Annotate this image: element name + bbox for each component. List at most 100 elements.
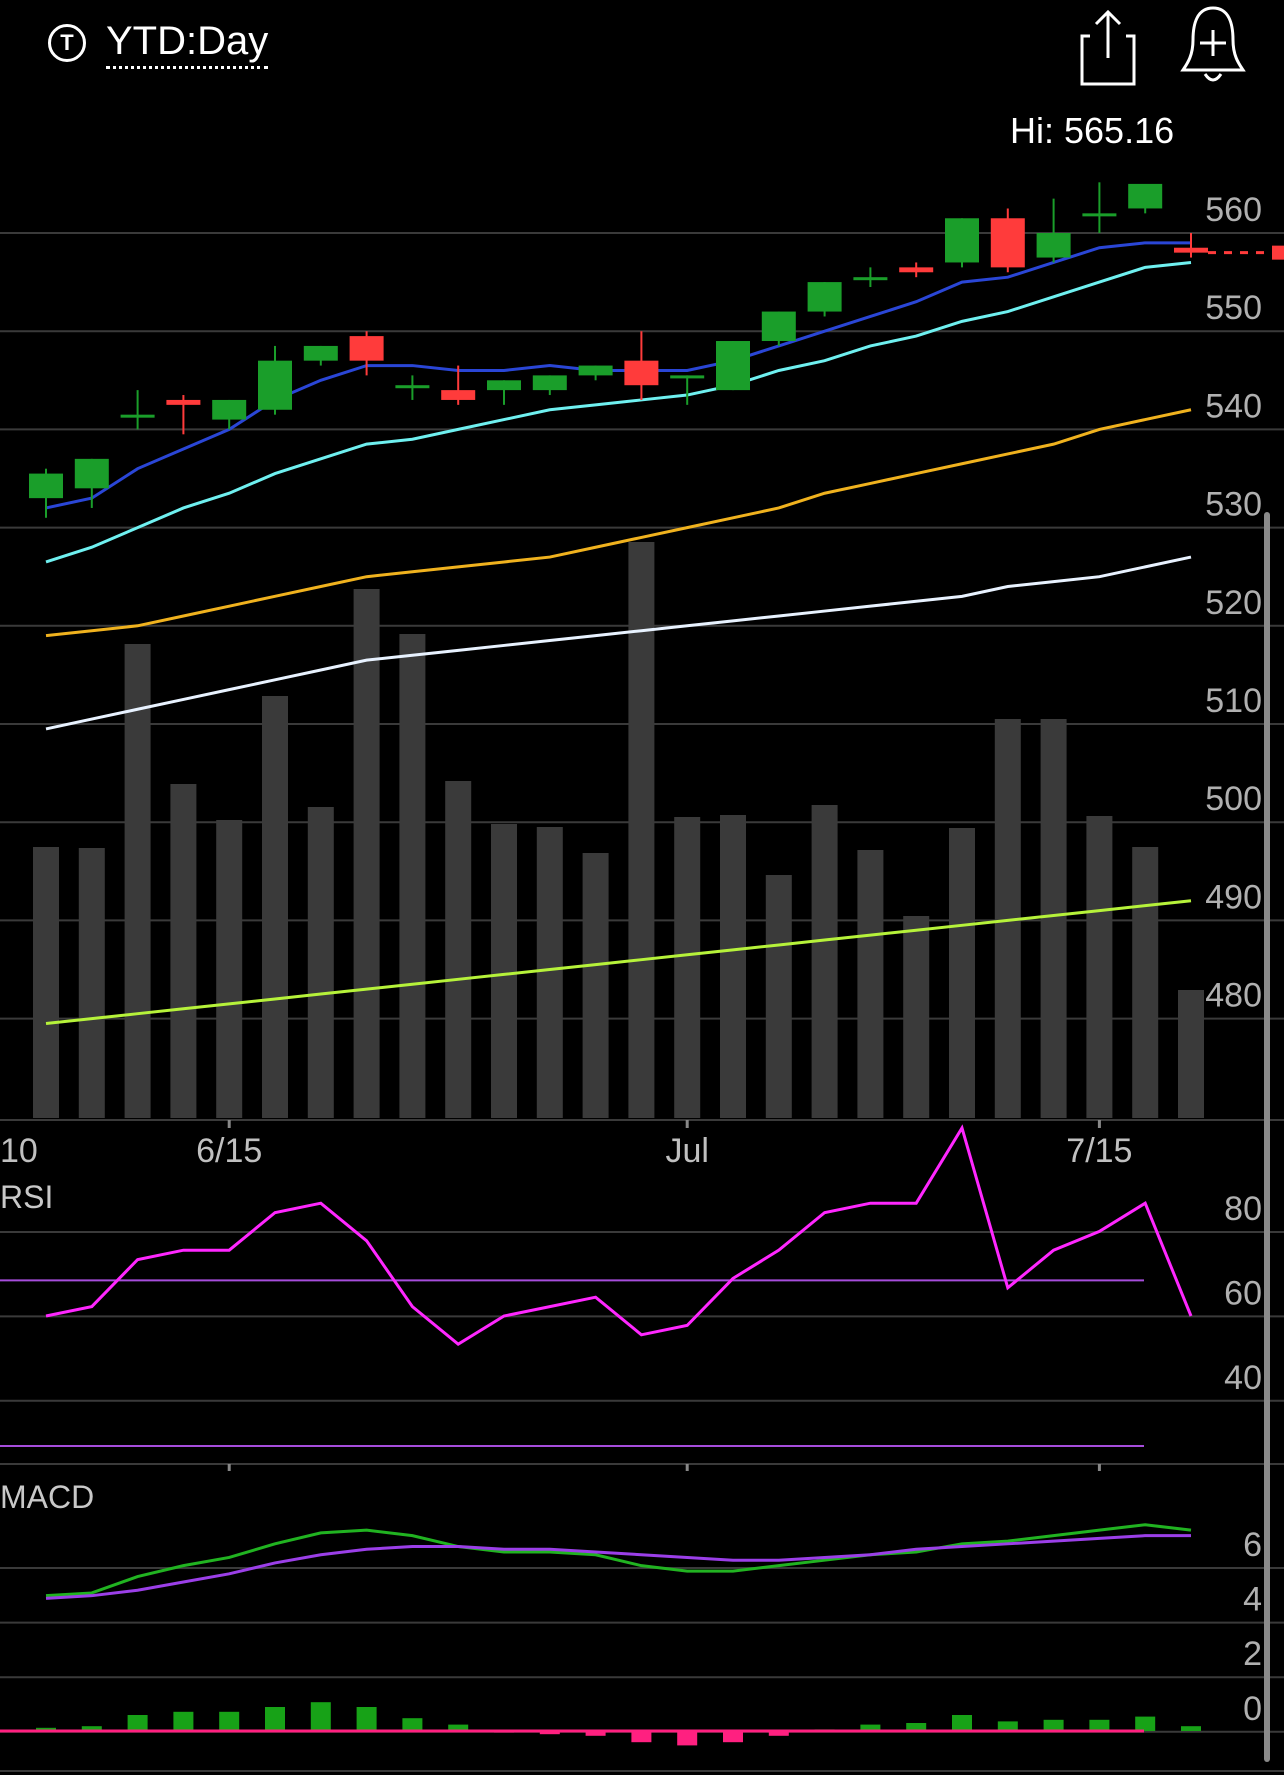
- candle-body: [1128, 183, 1163, 209]
- volume-bar: [1178, 990, 1204, 1118]
- volume-bar: [1086, 816, 1113, 1118]
- macd-histogram-bar: [1135, 1716, 1156, 1731]
- price-axis-label: 520: [1205, 584, 1262, 622]
- candle-body: [807, 282, 842, 312]
- macd-line: [45, 1523, 1192, 1598]
- candle-body: [29, 473, 63, 499]
- price-axis-label: 490: [1205, 878, 1262, 916]
- moving-average-line: [45, 555, 1192, 731]
- candle-body: [761, 311, 796, 342]
- price-axis-label: 550: [1205, 289, 1262, 327]
- volume-bar: [1132, 847, 1159, 1118]
- moving-average-line: [45, 899, 1192, 1026]
- x-axis-label: 7/15: [1066, 1132, 1132, 1170]
- candle-body: [487, 380, 521, 391]
- x-axis-label: Jul: [665, 1132, 708, 1170]
- volume-bar: [949, 828, 975, 1118]
- moving-average-line: [45, 241, 1191, 510]
- moving-average-line: [45, 408, 1192, 638]
- candle-body: [1036, 233, 1071, 258]
- price-axis-label: 560: [1205, 191, 1262, 229]
- macd-histogram-bar: [860, 1724, 881, 1731]
- price-axis-label: 480: [1205, 977, 1262, 1015]
- volume-bar: [491, 824, 517, 1118]
- x-axis-label: 6/15: [196, 1132, 262, 1170]
- macd-histogram-bar: [677, 1731, 698, 1746]
- ticker-t-icon: T: [48, 24, 86, 62]
- macd-histogram-bar: [768, 1731, 789, 1736]
- volume-bar: [124, 644, 151, 1118]
- share-button[interactable]: [1078, 8, 1138, 86]
- macd-histogram-bar: [36, 1727, 56, 1731]
- moving-average-line: [45, 260, 1192, 564]
- macd-histogram-bar: [127, 1715, 148, 1731]
- volume-bar: [903, 916, 930, 1118]
- volume-bar: [216, 820, 243, 1118]
- candle-body: [990, 218, 1025, 268]
- macd-histogram-bar: [723, 1731, 743, 1743]
- volume-bar: [536, 827, 563, 1118]
- candle-body: [532, 375, 567, 391]
- macd-histogram-bar: [585, 1731, 606, 1736]
- candle-body: [1174, 247, 1208, 253]
- candle-body: [578, 365, 613, 376]
- volume-bar: [811, 805, 838, 1118]
- x-axis-label: 10: [0, 1132, 38, 1170]
- volume-bar: [582, 853, 609, 1118]
- candle-body: [670, 375, 705, 379]
- candle-body: [899, 267, 934, 273]
- volume-bar: [399, 634, 426, 1118]
- vertical-scrollbar: [1264, 512, 1270, 1762]
- macd-histogram-bar: [219, 1711, 240, 1731]
- volume-bar: [353, 589, 380, 1118]
- macd-histogram-bar: [265, 1707, 285, 1731]
- volume-bar: [628, 542, 655, 1118]
- macd-histogram-bar: [1043, 1719, 1064, 1731]
- macd-histogram-bar: [356, 1707, 377, 1731]
- macd-title: MACD: [0, 1479, 94, 1515]
- macd-histogram-bar: [952, 1715, 972, 1731]
- rsi-title: RSI: [0, 1179, 53, 1215]
- share-icon: [1080, 9, 1136, 86]
- volume-bar: [720, 815, 746, 1118]
- macd-axis-label: 6: [1243, 1526, 1262, 1564]
- macd-histogram-bar: [173, 1711, 194, 1731]
- macd-histogram-bar: [310, 1702, 331, 1731]
- macd-histogram-bar: [448, 1724, 469, 1731]
- range-selector[interactable]: YTD:Day: [106, 18, 269, 69]
- macd-histogram-bar: [906, 1723, 927, 1731]
- volume-bar: [78, 848, 105, 1118]
- candle-body: [120, 414, 155, 418]
- macd-histogram-bar: [997, 1721, 1018, 1731]
- price-axis-label: 500: [1205, 780, 1262, 818]
- macd-histogram-bar: [81, 1726, 102, 1731]
- candle-body: [303, 345, 338, 361]
- add-alert-button[interactable]: [1180, 4, 1246, 86]
- volume-bar: [307, 807, 334, 1118]
- macd-signal-line: [45, 1534, 1191, 1600]
- last-price-marker: [1272, 245, 1284, 260]
- high-price-label: Hi: 565.16: [1010, 110, 1175, 151]
- macd-histogram-bar: [1089, 1719, 1110, 1731]
- candle-body: [258, 360, 292, 410]
- candle-body: [74, 458, 109, 489]
- candle-body: [1082, 213, 1117, 217]
- rsi-line: [45, 1124, 1193, 1347]
- rsi-axis-label: 40: [1224, 1359, 1262, 1397]
- volume-bar: [765, 875, 792, 1118]
- macd-axis-label: 0: [1243, 1690, 1262, 1728]
- rsi-axis-label: 60: [1224, 1274, 1262, 1312]
- macd-axis-label: 4: [1243, 1581, 1262, 1619]
- volume-bar: [1040, 719, 1067, 1118]
- price-axis-label: 530: [1205, 486, 1262, 524]
- rsi-axis-label: 80: [1224, 1190, 1262, 1228]
- macd-axis-label: 2: [1243, 1635, 1262, 1673]
- candle-body: [395, 385, 430, 389]
- candle-body: [624, 360, 659, 386]
- volume-bar: [674, 817, 701, 1118]
- candle-body: [349, 336, 384, 361]
- candle-body: [945, 218, 979, 263]
- volume-bar: [33, 847, 59, 1118]
- alert-bell-plus-icon: [1180, 6, 1246, 82]
